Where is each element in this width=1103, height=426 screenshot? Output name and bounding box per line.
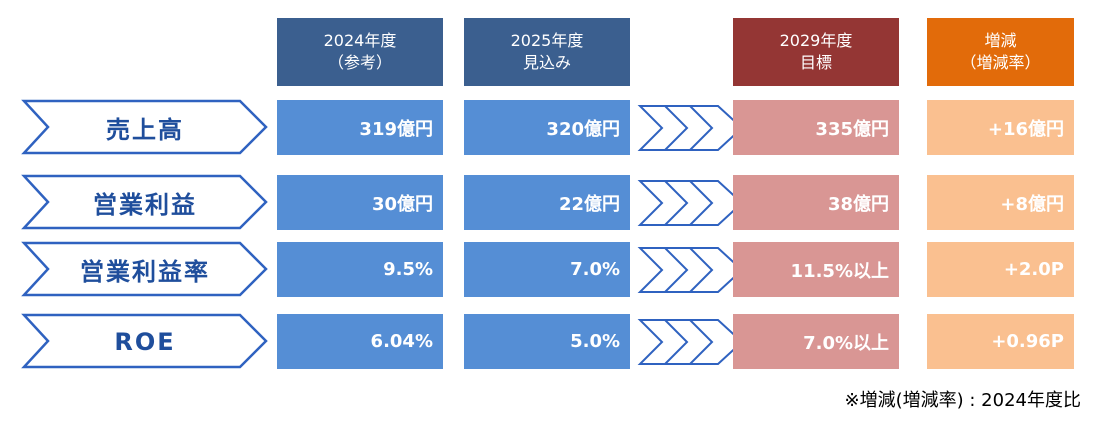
column-header: 2029年度 目標 xyxy=(733,18,899,86)
header-line: （参考） xyxy=(327,53,392,72)
row-label-arrow xyxy=(21,99,268,155)
value-cell: 7.0% xyxy=(464,242,630,297)
column-header: 増減 （増減率） xyxy=(927,18,1074,86)
chevron xyxy=(687,319,744,365)
header-line: （増減率） xyxy=(960,53,1041,72)
row-label-arrow xyxy=(21,174,268,230)
value-cell: 5.0% xyxy=(464,314,630,369)
header-line: 見込み xyxy=(522,53,571,72)
chevron xyxy=(687,105,744,151)
row-label: ROE xyxy=(114,327,176,356)
value-cell: 9.5% xyxy=(277,242,443,297)
value-cell: 11.5%以上 xyxy=(733,242,899,297)
header-line: 目標 xyxy=(799,53,832,72)
value-cell: 7.0%以上 xyxy=(733,314,899,369)
row-label-arrow xyxy=(21,241,268,297)
value-cell: 38億円 xyxy=(733,175,899,230)
value-cell: +8億円 xyxy=(927,175,1074,230)
row-label: 営業利益率 xyxy=(80,258,210,286)
value-cell: 6.04% xyxy=(277,314,443,369)
header-line: 増減 xyxy=(984,31,1017,50)
value-cell: +2.0P xyxy=(927,242,1074,297)
row-label: 営業利益 xyxy=(93,191,197,219)
column-header: 2024年度 （参考） xyxy=(277,18,443,86)
chevron xyxy=(687,247,744,293)
value-cell: +16億円 xyxy=(927,100,1074,155)
value-cell: 320億円 xyxy=(464,100,630,155)
chevron xyxy=(687,180,744,226)
value-cell: 22億円 xyxy=(464,175,630,230)
header-line: 2025年度 xyxy=(510,31,584,50)
column-header: 2025年度 見込み xyxy=(464,18,630,86)
value-cell: 319億円 xyxy=(277,100,443,155)
footnote: ※増減(増減率) : 2024年度比 xyxy=(844,390,1081,411)
row-label-arrow xyxy=(21,313,268,369)
row-label: 売上高 xyxy=(106,116,184,144)
value-cell: +0.96P xyxy=(927,314,1074,369)
header-line: 2029年度 xyxy=(779,31,853,50)
value-cell: 30億円 xyxy=(277,175,443,230)
header-line: 2024年度 xyxy=(323,31,397,50)
value-cell: 335億円 xyxy=(733,100,899,155)
